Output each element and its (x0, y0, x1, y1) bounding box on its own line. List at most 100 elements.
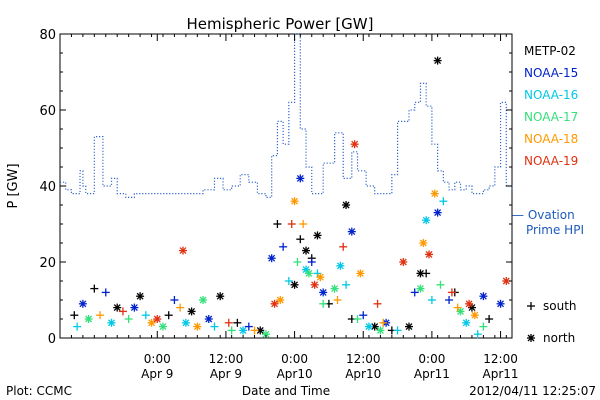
x-tick-date-label: Apr10 (277, 367, 313, 381)
south-point (124, 315, 133, 323)
north-point (290, 197, 299, 206)
hpi-line (60, 33, 513, 198)
y-tick-label: 80 (39, 28, 56, 43)
north-point (302, 246, 311, 255)
south-point (73, 322, 82, 331)
hpi-legend-line2: Prime HPI (526, 223, 584, 237)
north-point (84, 315, 93, 323)
south-point (427, 296, 436, 304)
south-point (299, 220, 308, 228)
north-point (261, 330, 270, 339)
north-point (336, 261, 345, 270)
x-tick-time-label: 12:00 (346, 352, 381, 366)
legend-entry: NOAA-19 (524, 154, 578, 168)
south-point (224, 318, 233, 327)
series-noaa-17 (84, 258, 488, 339)
south-point (250, 326, 259, 335)
legend-entry: NOAA-18 (524, 132, 578, 146)
north-point (479, 292, 488, 301)
south-point (227, 326, 236, 335)
north-point (304, 269, 313, 278)
south-point (170, 296, 179, 304)
north-point (502, 277, 511, 285)
north-point (465, 299, 474, 308)
north-point (153, 315, 162, 323)
north-point (136, 292, 145, 301)
south-point (436, 280, 445, 289)
legend-entry: NOAA-17 (524, 110, 578, 124)
north-point (356, 269, 365, 278)
south-point (373, 299, 382, 308)
legend: METP-02 NOAA-15 NOAA-16 NOAA-17 NOAA-18 NOAA-… (524, 44, 578, 168)
north-point (290, 280, 299, 289)
south-point (410, 288, 419, 297)
north-point (462, 318, 471, 327)
north-point (405, 322, 414, 331)
x-tick-time-label: 12:00 (209, 352, 244, 366)
north-point (107, 318, 116, 327)
south-point (339, 242, 348, 251)
north-point (470, 311, 479, 320)
south-point (233, 318, 242, 327)
north-point (147, 318, 156, 327)
y-tick-label: 40 (39, 180, 56, 195)
y-tick-label: 60 (39, 104, 56, 119)
south-point (176, 303, 185, 312)
south-point (279, 242, 288, 251)
north-point (199, 296, 208, 304)
marker-legend-label: south (543, 299, 577, 313)
south-point (393, 326, 402, 335)
north-point (350, 140, 359, 149)
north-point (433, 56, 442, 65)
north-point (342, 201, 351, 209)
north-point (187, 307, 196, 316)
series-noaa-19 (118, 140, 511, 327)
south-marker-icon (527, 302, 535, 310)
x-tick-date-label: Apr11 (483, 367, 519, 381)
north-point (313, 231, 322, 240)
north-point (399, 258, 408, 266)
north-point (319, 288, 328, 297)
series-noaa-15 (78, 174, 505, 331)
north-marker-icon (527, 334, 535, 342)
x-tick-date-label: Apr10 (345, 367, 381, 381)
north-point (416, 284, 425, 293)
south-point (164, 311, 173, 320)
plot-area (59, 33, 513, 339)
north-point (310, 280, 319, 289)
x-tick-date-label: Apr11 (414, 367, 450, 381)
x-tick-date-label: Apr 9 (210, 367, 242, 381)
legend-entry: NOAA-16 (524, 88, 578, 102)
south-point (353, 315, 362, 323)
marker-legend: south north (527, 299, 577, 345)
plot-frame (59, 33, 513, 339)
north-point (422, 216, 431, 225)
north-point (267, 254, 276, 263)
y-tick-label: 20 (39, 256, 56, 271)
south-point (439, 197, 448, 206)
south-point (101, 288, 110, 297)
hpi-legend-line1: — Ovation (512, 208, 575, 222)
plot-credit: Plot: CCMC (6, 384, 72, 398)
timestamp: 2012/04/11 12:25:07 (469, 384, 596, 398)
south-point (284, 277, 293, 285)
south-point (319, 299, 328, 308)
north-point (467, 303, 476, 312)
south-point (479, 322, 488, 331)
x-tick-time-label: 0:00 (144, 352, 171, 366)
south-point (293, 258, 302, 266)
north-point (425, 250, 434, 259)
north-point (130, 303, 139, 312)
south-point (445, 296, 454, 304)
x-tick-time-label: 12:00 (483, 352, 518, 366)
south-point (273, 220, 282, 228)
south-point (287, 220, 296, 228)
x-tick-time-label: 0:00 (281, 352, 308, 366)
north-point (78, 299, 87, 308)
x-axis-label: Date and Time (242, 384, 330, 398)
north-point (179, 246, 188, 255)
north-point (433, 208, 442, 217)
south-point (485, 315, 494, 323)
south-point (342, 280, 351, 289)
